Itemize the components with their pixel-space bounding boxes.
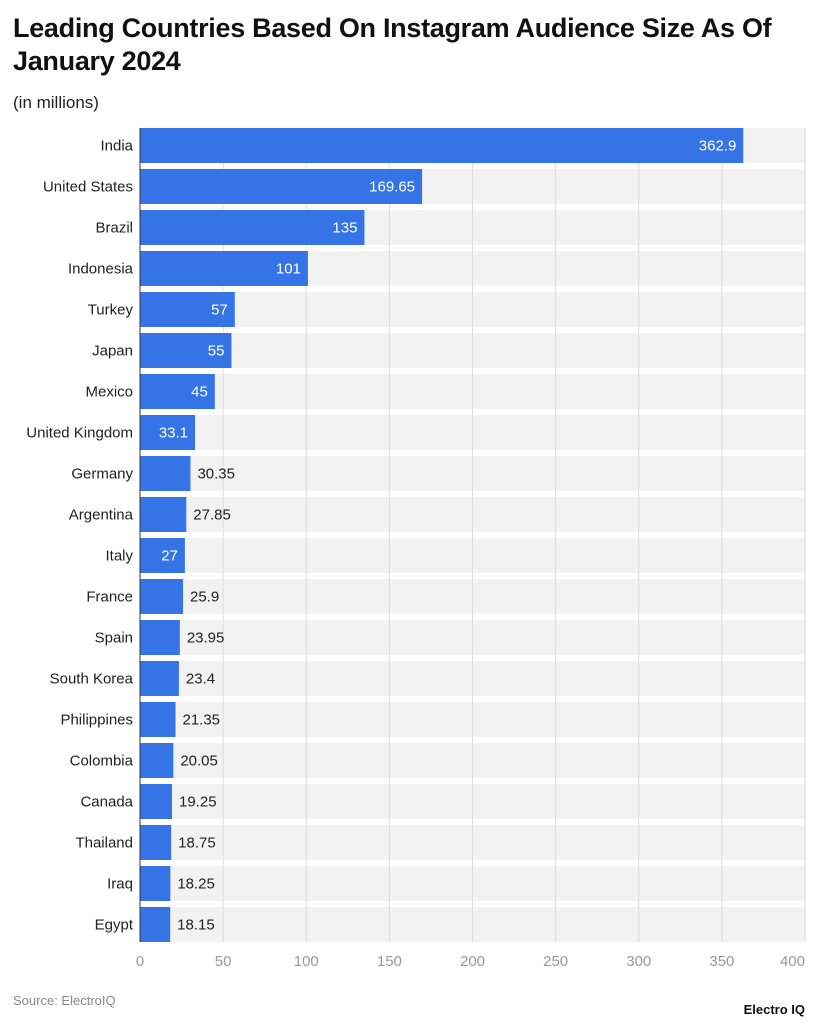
category-label: United Kingdom (26, 425, 133, 442)
bar (140, 210, 365, 245)
bar (140, 169, 423, 204)
data-label: 135 (332, 220, 357, 237)
bar (140, 251, 308, 286)
data-label: 101 (276, 261, 301, 278)
data-label: 25.9 (190, 589, 219, 606)
bar (140, 743, 174, 778)
bar (140, 702, 176, 737)
data-label: 21.35 (182, 712, 220, 729)
bar (140, 497, 187, 532)
chart-subtitle: (in millions) (13, 93, 99, 112)
data-label: 23.95 (187, 630, 225, 647)
x-tick-label: 150 (377, 953, 402, 970)
electroiq-logo: Electro IQ (743, 1002, 805, 1017)
category-label: Philippines (60, 712, 133, 729)
category-label: South Korea (50, 671, 134, 688)
bar (140, 579, 184, 614)
data-label: 362.9 (699, 138, 737, 155)
data-label: 27 (161, 548, 178, 565)
category-label: Italy (105, 548, 133, 565)
bar (140, 661, 179, 696)
bar (140, 292, 235, 327)
data-label: 18.15 (177, 917, 215, 934)
source-note: Source: ElectroIQ (13, 993, 116, 1008)
data-label: 55 (208, 343, 225, 360)
bar (140, 907, 171, 942)
category-label: Turkey (88, 302, 134, 319)
data-label: 45 (191, 384, 208, 401)
category-label: Germany (71, 466, 133, 483)
bar (140, 825, 172, 860)
x-tick-label: 250 (543, 953, 568, 970)
category-label: Spain (95, 630, 133, 647)
category-label: Indonesia (68, 261, 134, 278)
data-label: 169.65 (369, 179, 415, 196)
category-label: Iraq (107, 876, 133, 893)
data-label: 23.4 (186, 671, 215, 688)
x-tick-label: 0 (136, 953, 144, 970)
data-label: 30.35 (197, 466, 235, 483)
x-tick-label: 350 (709, 953, 734, 970)
data-label: 57 (211, 302, 228, 319)
bar (140, 620, 180, 655)
bar (140, 415, 196, 450)
data-label: 18.25 (177, 876, 215, 893)
bar (140, 538, 185, 573)
category-label: United States (43, 179, 133, 196)
category-label: Canada (80, 794, 133, 811)
data-label: 20.05 (180, 753, 218, 770)
chart-title: Leading Countries Based On Instagram Aud… (13, 13, 772, 76)
bar (140, 374, 215, 409)
x-tick-label: 300 (626, 953, 651, 970)
category-label: India (100, 138, 133, 155)
category-label: Brazil (95, 220, 133, 237)
x-tick-label: 400 (780, 953, 805, 970)
category-label: Egypt (95, 917, 134, 934)
x-tick-label: 100 (294, 953, 319, 970)
bar (140, 866, 171, 901)
bar (140, 128, 744, 163)
category-label: Argentina (69, 507, 134, 524)
x-tick-label: 50 (215, 953, 232, 970)
category-label: France (86, 589, 133, 606)
category-label: Thailand (75, 835, 133, 852)
data-label: 33.1 (159, 425, 188, 442)
data-label: 18.75 (178, 835, 216, 852)
bar (140, 456, 191, 491)
bar (140, 333, 232, 368)
data-label: 19.25 (179, 794, 217, 811)
x-tick-label: 200 (460, 953, 485, 970)
category-label: Mexico (85, 384, 133, 401)
category-label: Colombia (70, 753, 134, 770)
category-label: Japan (92, 343, 133, 360)
bar (140, 784, 173, 819)
data-label: 27.85 (193, 507, 231, 524)
